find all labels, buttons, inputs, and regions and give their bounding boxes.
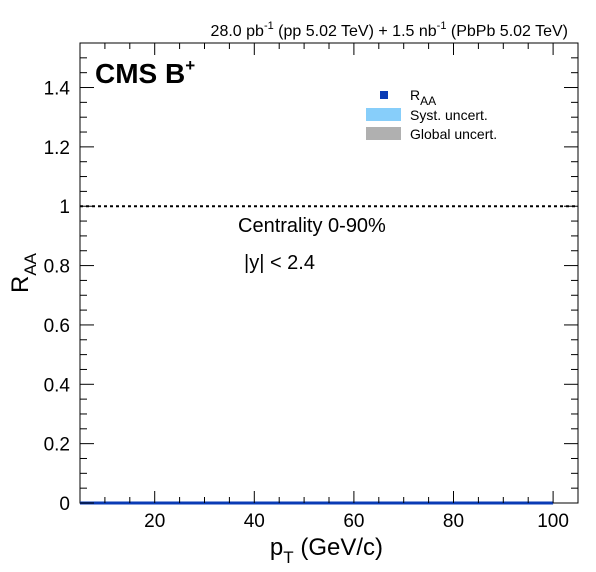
legend-raa-marker — [380, 91, 388, 99]
y-tick-label: 0.4 — [44, 375, 71, 396]
x-tick-label: 100 — [537, 511, 569, 532]
plot-frame — [79, 42, 579, 504]
y-tick-label: 1.4 — [44, 79, 71, 100]
x-axis-title: pT (GeV/c) — [270, 534, 383, 567]
y-tick-label: 1.2 — [44, 138, 70, 159]
legend: RAA Syst. uncert. Global uncert. — [366, 87, 497, 142]
y-tick-label: 1 — [59, 197, 70, 218]
legend-raa-label: RAA — [410, 87, 436, 108]
legend-global-label: Global uncert. — [410, 126, 497, 142]
x-tick-label: 60 — [343, 511, 364, 532]
y-tick-label: 0.8 — [44, 257, 70, 278]
legend-global-swatch — [366, 127, 401, 140]
y-axis-ticks: 0 0.2 0.4 0.6 0.8 1 1.2 1.4 — [44, 42, 578, 515]
x-axis-ticks: 20 40 60 80 100 — [104, 43, 569, 532]
cms-label: CMS B+ — [95, 56, 195, 89]
y-axis-title: RAA — [7, 252, 40, 293]
x-tick-label: 20 — [144, 511, 165, 532]
luminosity-header: 28.0 pb-1 (pp 5.02 TeV) + 1.5 nb-1 (PbPb… — [211, 20, 568, 40]
x-tick-label: 80 — [443, 511, 464, 532]
y-tick-label: 0 — [59, 494, 70, 515]
legend-syst-swatch — [366, 108, 401, 121]
y-tick-label: 0.6 — [44, 316, 70, 337]
x-tick-label: 40 — [244, 511, 265, 532]
legend-syst-label: Syst. uncert. — [410, 107, 488, 123]
y-tick-label: 0.2 — [44, 435, 70, 456]
centrality-annotation: Centrality 0-90% — [238, 215, 386, 237]
rapidity-annotation: |y| < 2.4 — [244, 252, 315, 274]
